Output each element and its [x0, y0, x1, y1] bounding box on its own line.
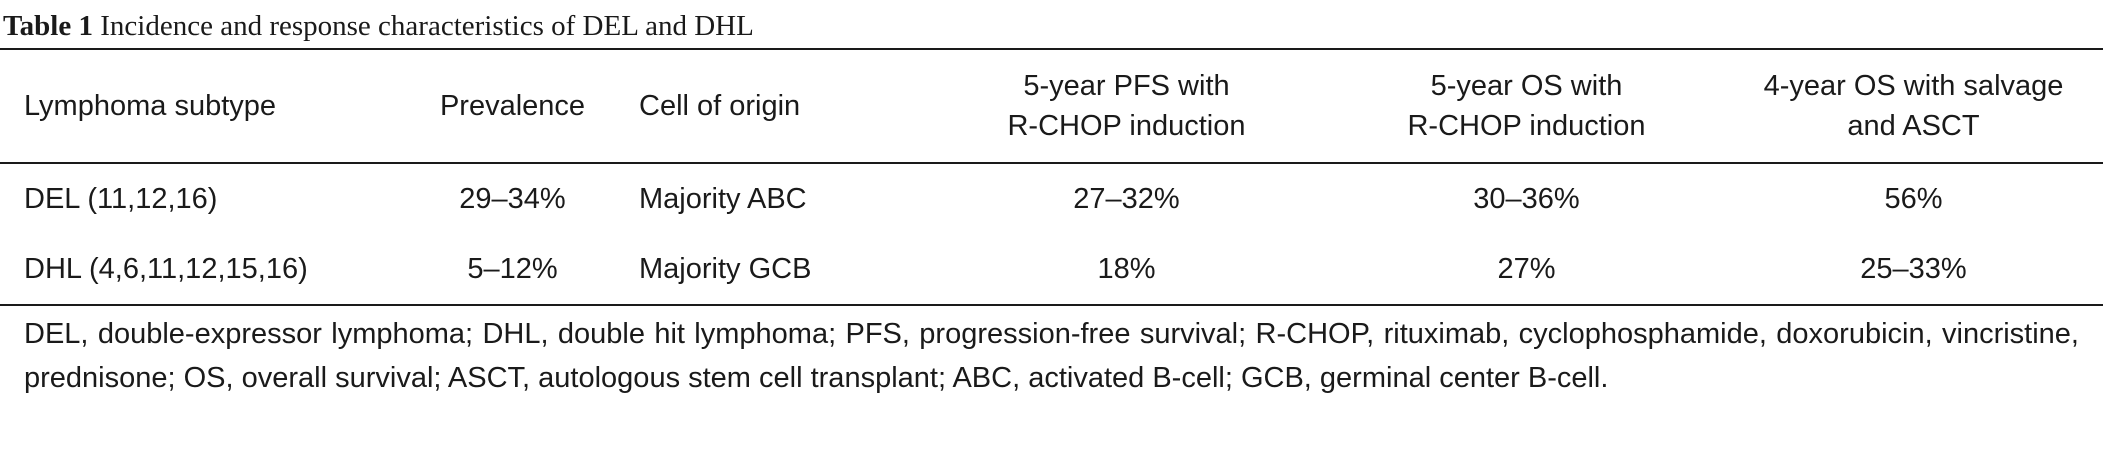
header-pfs-line2: R-CHOP induction — [1007, 110, 1246, 142]
cell-origin: Majority ABC — [639, 182, 807, 215]
cell-os-salvage: 25–33% — [1860, 252, 1967, 285]
header-lymphoma-subtype: Lymphoma subtype — [0, 49, 390, 163]
cell-os-salvage: 56% — [1884, 182, 1943, 215]
cell-os: 27% — [1497, 252, 1556, 285]
header-pfs: 5-year PFS with R-CHOP induction — [924, 49, 1329, 163]
table-footnote: DEL, double-expressor lymphoma; DHL, dou… — [24, 318, 2079, 394]
header-os-salvage-line2: and ASCT — [1847, 110, 1980, 142]
table-header: Lymphoma subtype Prevalence Cell of orig… — [0, 49, 2103, 163]
data-table: Lymphoma subtype Prevalence Cell of orig… — [0, 48, 2103, 306]
table-row: DHL (4,6,11,12,15,16) 5–12% Majority GCB… — [0, 234, 2103, 305]
header-pfs-line1: 5-year PFS with — [1023, 70, 1230, 102]
table-container: Table 1 Incidence and response character… — [0, 0, 2103, 394]
header-os-line2: R-CHOP induction — [1407, 110, 1646, 142]
header-cell-of-origin-text: Cell of origin — [639, 90, 801, 122]
table-caption: Table 1 Incidence and response character… — [0, 0, 2103, 48]
header-cell-of-origin: Cell of origin — [635, 49, 924, 163]
header-prevalence: Prevalence — [390, 49, 635, 163]
cell-pfs: 27–32% — [1073, 182, 1180, 215]
cell-origin: Majority GCB — [639, 252, 812, 285]
header-lymphoma-subtype-text: Lymphoma subtype — [24, 90, 277, 122]
header-row: Lymphoma subtype Prevalence Cell of orig… — [0, 49, 2103, 163]
cell-subtype: DEL (11,12,16) — [24, 182, 218, 215]
cell-prevalence: 5–12% — [467, 252, 558, 285]
header-os-salvage-line1: 4-year OS with salvage — [1763, 70, 2064, 102]
table-caption-label: Table 1 — [3, 10, 93, 42]
table-row: DEL (11,12,16) 29–34% Majority ABC 27–32… — [0, 163, 2103, 234]
cell-pfs: 18% — [1097, 252, 1156, 285]
cell-prevalence: 29–34% — [459, 182, 566, 215]
cell-os: 30–36% — [1473, 182, 1580, 215]
header-os: 5-year OS with R-CHOP induction — [1329, 49, 1724, 163]
table-body: DEL (11,12,16) 29–34% Majority ABC 27–32… — [0, 163, 2103, 305]
header-prevalence-text: Prevalence — [439, 90, 586, 122]
table-caption-title: Incidence and response characteristics o… — [100, 10, 754, 42]
header-os-line1: 5-year OS with — [1430, 70, 1623, 102]
cell-subtype: DHL (4,6,11,12,15,16) — [24, 252, 308, 285]
header-os-salvage: 4-year OS with salvage and ASCT — [1724, 49, 2103, 163]
